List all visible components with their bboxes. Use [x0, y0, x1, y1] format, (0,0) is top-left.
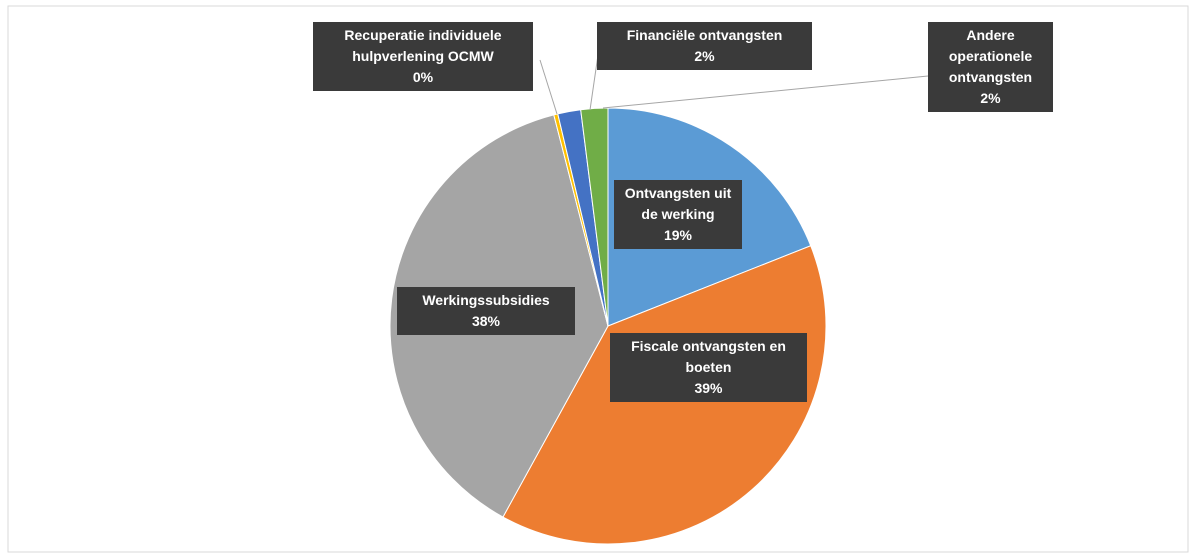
data-label: Fiscale ontvangsten en boeten 39%	[610, 333, 807, 402]
label-value: 38%	[471, 313, 501, 329]
leader-line	[602, 75, 929, 109]
label-name: Werkingssubsidies	[422, 292, 550, 308]
data-label: Ontvangsten uit de werking 19%	[614, 180, 742, 249]
data-label: Andere operationele ontvangsten 2%	[928, 22, 1053, 112]
leader-line	[539, 59, 558, 115]
label-name: Fiscale ontvangsten en boeten	[631, 338, 786, 375]
data-label: Werkingssubsidies 38%	[397, 287, 575, 335]
label-name: Ontvangsten uit de werking	[624, 185, 732, 222]
leader-line	[589, 54, 599, 111]
data-label: Recuperatie individuele hulpverlening OC…	[313, 22, 533, 91]
label-value: 39%	[694, 380, 723, 396]
label-value: 0%	[412, 69, 434, 85]
data-label: Financiële ontvangsten 2%	[597, 22, 812, 70]
label-value: 2%	[694, 48, 715, 64]
label-value: 19%	[663, 227, 693, 243]
label-name: Andere operationele ontvangsten	[948, 27, 1033, 85]
label-name: Recuperatie individuele hulpverlening OC…	[344, 27, 502, 64]
label-name: Financiële ontvangsten	[626, 27, 783, 43]
label-value: 2%	[980, 90, 1001, 106]
